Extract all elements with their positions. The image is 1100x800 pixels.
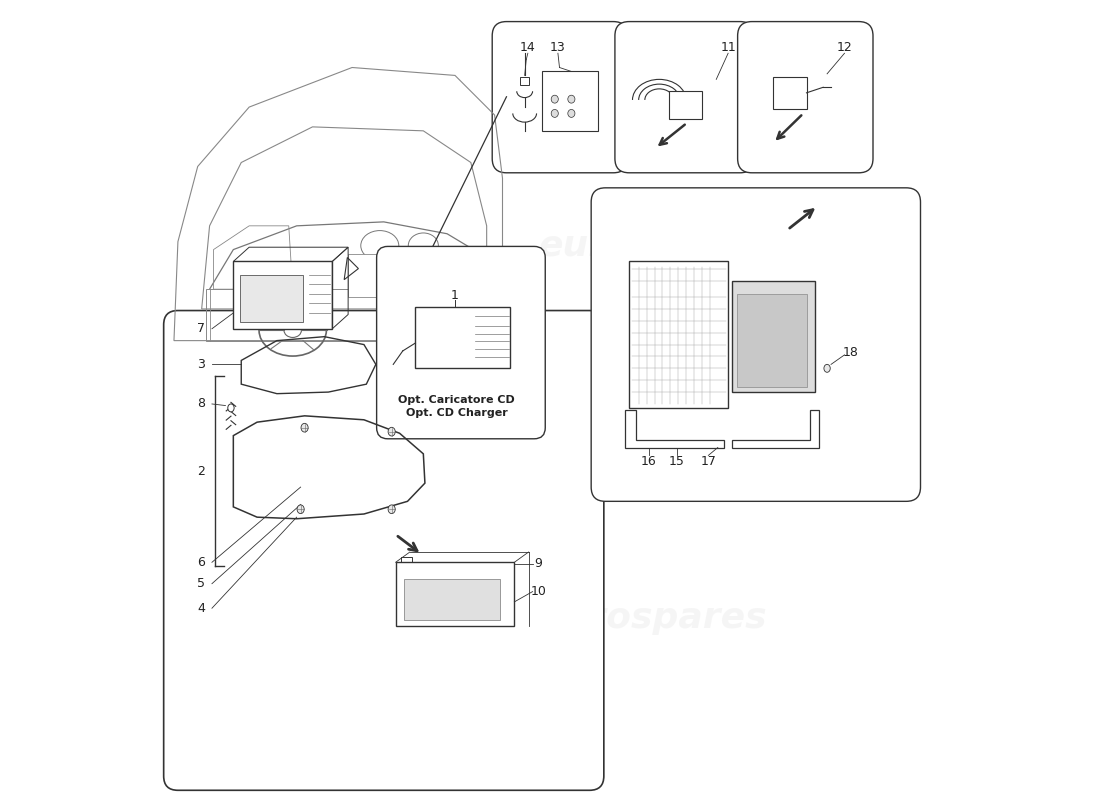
Text: 6: 6 [197,556,205,569]
FancyBboxPatch shape [404,579,500,620]
FancyBboxPatch shape [737,294,806,387]
FancyBboxPatch shape [492,22,628,173]
FancyBboxPatch shape [376,246,546,438]
Text: Opt. CD Charger: Opt. CD Charger [406,409,507,418]
Text: 12: 12 [837,42,852,54]
Ellipse shape [301,423,308,432]
FancyBboxPatch shape [733,282,815,392]
Ellipse shape [388,427,395,436]
FancyBboxPatch shape [629,262,728,408]
FancyBboxPatch shape [164,310,604,790]
Ellipse shape [388,505,395,514]
FancyBboxPatch shape [773,77,806,109]
Text: 9: 9 [535,558,542,570]
Ellipse shape [568,110,575,118]
Ellipse shape [824,364,830,372]
Text: 10: 10 [530,585,546,598]
Ellipse shape [228,404,234,412]
FancyBboxPatch shape [396,258,443,286]
FancyBboxPatch shape [240,275,303,322]
Text: eurospares: eurospares [539,601,767,634]
Ellipse shape [551,110,559,118]
Ellipse shape [297,505,305,514]
Text: 4: 4 [197,602,205,614]
Text: 17: 17 [701,455,716,468]
Text: 1: 1 [451,289,459,302]
FancyBboxPatch shape [615,22,755,173]
Text: 7: 7 [197,322,205,335]
Text: 5: 5 [197,577,205,590]
FancyBboxPatch shape [348,254,392,297]
Text: 8: 8 [197,398,205,410]
FancyBboxPatch shape [542,71,597,131]
Text: 2: 2 [197,465,205,478]
Text: 18: 18 [843,346,859,359]
FancyBboxPatch shape [233,262,332,329]
Ellipse shape [551,95,559,103]
FancyBboxPatch shape [416,306,510,368]
Text: 14: 14 [520,42,536,54]
Text: eurospares: eurospares [539,229,767,262]
Text: 16: 16 [641,455,657,468]
FancyBboxPatch shape [396,562,515,626]
FancyBboxPatch shape [738,22,873,173]
Ellipse shape [568,95,575,103]
Text: 3: 3 [197,358,205,371]
Text: 13: 13 [550,42,565,54]
FancyBboxPatch shape [669,91,702,119]
FancyBboxPatch shape [520,77,529,85]
Text: Opt. Caricatore CD: Opt. Caricatore CD [398,395,515,405]
FancyBboxPatch shape [591,188,921,502]
Text: 11: 11 [720,42,736,54]
Text: 15: 15 [669,455,684,468]
